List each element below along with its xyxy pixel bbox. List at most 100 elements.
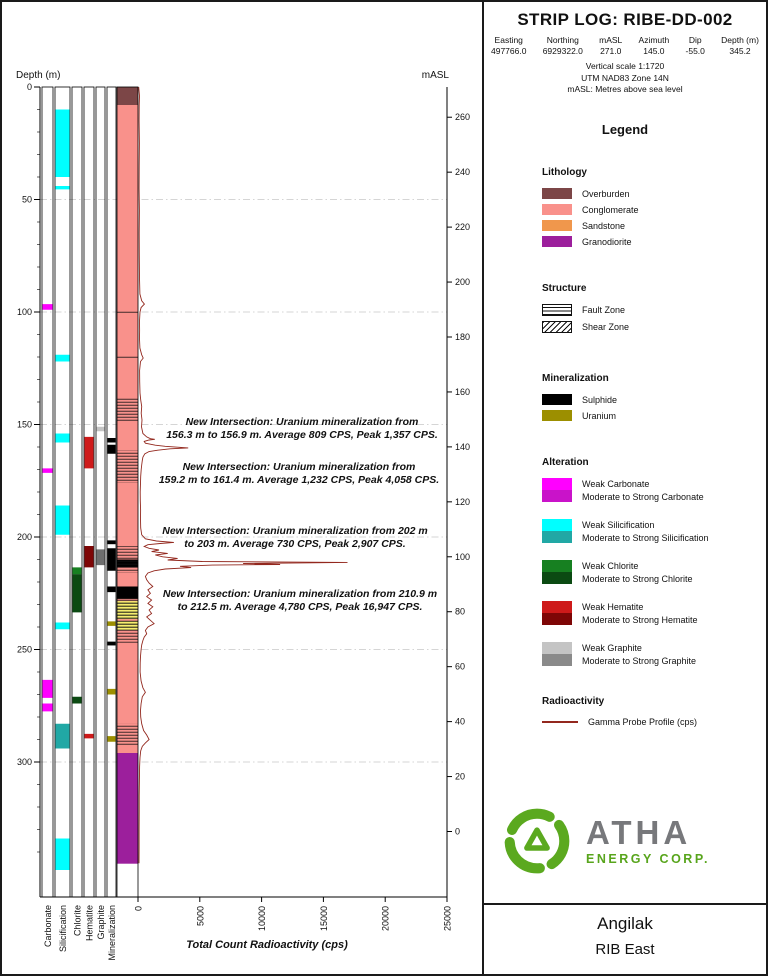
svg-text:100: 100: [455, 552, 470, 562]
hematite-swatch: [542, 601, 572, 627]
legend-item-uranium: Uranium: [542, 410, 766, 421]
svg-text:Mineralization: Mineralization: [107, 905, 117, 961]
gamma-curve: [138, 86, 348, 864]
legend-group-lithology: Lithology Overburden Conglomerate Sandst…: [542, 167, 766, 247]
svg-text:60: 60: [455, 662, 465, 672]
svg-text:Hematite: Hematite: [85, 905, 95, 941]
granodiorite-swatch: [542, 236, 572, 247]
info-northing: Northing 6929322.0: [542, 35, 583, 56]
svg-text:New Intersection: Uranium mine: New Intersection: Uranium mineralization…: [162, 525, 427, 550]
silicification-swatch: [542, 519, 572, 545]
title-block: STRIP LOG: RIBE-DD-002 Easting 497766.0 …: [484, 2, 766, 106]
svg-text:15000: 15000: [319, 906, 329, 931]
legend-item-fault-zone: Fault Zone: [542, 304, 766, 316]
brand-subtitle: ENERGY CORP.: [586, 852, 711, 867]
info-dip: Dip -55.0: [685, 35, 705, 56]
page-title: STRIP LOG: RIBE-DD-002: [517, 10, 733, 29]
project-box: Angilak RIB East: [484, 903, 766, 974]
svg-text:Chlorite: Chlorite: [73, 905, 83, 936]
legend-item-granodiorite: Granodiorite: [542, 236, 766, 247]
gamma-line-swatch: [542, 721, 578, 723]
svg-text:100: 100: [17, 307, 32, 317]
svg-text:120: 120: [455, 497, 470, 507]
legend-item-sulphide: Sulphide: [542, 394, 766, 405]
svg-text:250: 250: [17, 645, 32, 655]
svg-text:0: 0: [455, 827, 460, 837]
svg-text:20: 20: [455, 772, 465, 782]
axes: 0501001502002503002602402202001801601401…: [16, 70, 470, 951]
info-panel: STRIP LOG: RIBE-DD-002 Easting 497766.0 …: [482, 2, 766, 974]
legend-group-radioactivity: Radioactivity Gamma Probe Profile (cps): [542, 696, 766, 727]
svg-text:Depth (m): Depth (m): [16, 70, 60, 81]
gridlines: [40, 199, 447, 763]
legend-pair-graphite: Weak Graphite Moderate to Strong Graphit…: [542, 642, 766, 668]
x-axis-title: Total Count Radioactivity (cps): [186, 939, 348, 951]
legend-group-alteration: Alteration Weak Carbonate Moderate to St…: [542, 457, 766, 668]
brand-name: ATHA: [586, 813, 692, 851]
info-azimuth: Azimuth 145.0: [638, 35, 670, 56]
legend-pair-chlorite: Weak Chlorite Moderate to Strong Chlorit…: [542, 560, 766, 586]
sandstone-swatch: [542, 220, 572, 231]
svg-text:New Intersection: Uranium mine: New Intersection: Uranium mineralization…: [159, 461, 439, 486]
note-masl: mASL: Metres above sea level: [567, 84, 683, 95]
svg-text:5000: 5000: [195, 906, 205, 926]
legend-item-overburden: Overburden: [542, 188, 766, 199]
legend: Lithology Overburden Conglomerate Sandst…: [484, 137, 766, 727]
svg-text:50: 50: [22, 195, 32, 205]
svg-text:160: 160: [455, 387, 470, 397]
svg-text:200: 200: [17, 532, 32, 542]
overburden-swatch: [542, 188, 572, 199]
scale-notes: Vertical scale 1:1720 UTM NAD83 Zone 14N…: [484, 61, 766, 95]
svg-text:140: 140: [455, 442, 470, 452]
svg-text:New Intersection: Uranium mine: New Intersection: Uranium mineralization…: [163, 588, 437, 613]
svg-text:220: 220: [455, 222, 470, 232]
graphite-swatch: [542, 642, 572, 668]
fault-zone-swatch: [542, 304, 572, 316]
svg-text:0: 0: [27, 82, 32, 92]
svg-text:10000: 10000: [257, 906, 267, 931]
legend-group-structure: Structure Fault Zone Shear Zone: [542, 283, 766, 333]
info-masl: mASL 271.0: [599, 35, 623, 56]
svg-text:300: 300: [17, 757, 32, 767]
svg-text:20000: 20000: [381, 906, 391, 931]
conglomerate-swatch: [542, 204, 572, 215]
legend-item-sandstone: Sandstone: [542, 220, 766, 231]
legend-item-conglomerate: Conglomerate: [542, 204, 766, 215]
legend-item-shear-zone: Shear Zone: [542, 321, 766, 333]
legend-group-mineralization: Mineralization Sulphide Uranium: [542, 373, 766, 421]
project-area: RIB East: [595, 941, 655, 958]
svg-text:260: 260: [455, 112, 470, 122]
sulphide-swatch: [542, 394, 572, 405]
svg-text:200: 200: [455, 277, 470, 287]
legend-item-gamma-profile: Gamma Probe Profile (cps): [542, 717, 766, 727]
svg-text:Carbonate: Carbonate: [43, 905, 53, 947]
alteration-tracks: Carbonate Silicification Chlorite Hematite G…: [41, 86, 117, 961]
annotations: New Intersection: Uranium mineralization…: [159, 416, 439, 613]
lithology-column: [116, 86, 139, 898]
svg-text:80: 80: [455, 607, 465, 617]
svg-text:0: 0: [134, 906, 144, 911]
legend-pair-hematite: Weak Hematite Moderate to Strong Hematit…: [542, 601, 766, 627]
project-name: Angilak: [597, 914, 653, 933]
note-utm-zone: UTM NAD83 Zone 14N: [581, 72, 669, 83]
note-vertical-scale: Vertical scale 1:1720: [585, 61, 665, 72]
strip-log-plot: Carbonate Silicification Chlorite Hematite G…: [16, 70, 470, 961]
carbonate-swatch: [542, 478, 572, 504]
svg-text:Silicification: Silicification: [58, 905, 68, 952]
uranium-swatch: [542, 410, 572, 421]
legend-pair-silicification: Weak Silicification Moderate to Strong S…: [542, 519, 766, 545]
svg-text:40: 40: [455, 717, 465, 727]
shear-zone-swatch: [542, 321, 572, 333]
svg-text:25000: 25000: [443, 906, 453, 931]
svg-text:240: 240: [455, 167, 470, 177]
svg-text:Graphite: Graphite: [96, 905, 106, 940]
atha-logo-icon: [504, 808, 570, 874]
svg-text:New Intersection: Uranium mine: New Intersection: Uranium mineralization…: [166, 416, 438, 441]
legend-pair-carbonate: Weak Carbonate Moderate to Strong Carbon…: [542, 478, 766, 504]
chlorite-swatch: [542, 560, 572, 586]
legend-title: Legend: [601, 122, 649, 137]
svg-text:180: 180: [455, 332, 470, 342]
atha-logo: ATHA ENERGY CORP.: [498, 802, 710, 880]
info-easting: Easting 497766.0: [491, 35, 527, 56]
